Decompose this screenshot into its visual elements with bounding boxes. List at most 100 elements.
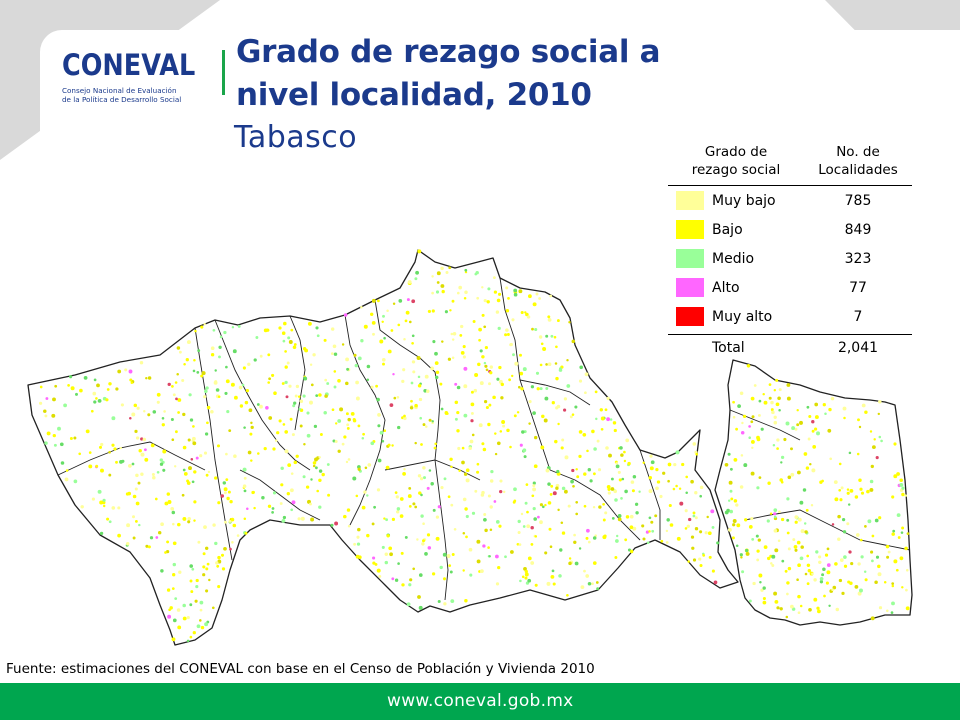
locality-point [384,560,389,565]
locality-point [357,555,362,560]
locality-point [431,420,434,423]
locality-point [874,580,878,584]
locality-point [507,297,510,300]
state-outline [27,249,913,646]
locality-point [282,339,286,343]
locality-point [162,449,167,454]
locality-point [218,345,222,349]
locality-point [450,503,454,507]
locality-point [547,317,552,322]
locality-point [786,592,789,596]
locality-point [217,501,221,505]
locality-point [88,464,93,469]
locality-point [292,404,296,408]
locality-point [860,555,864,559]
locality-point [179,350,182,354]
locality-point [39,385,43,389]
locality-point [246,507,249,511]
locality-point [253,506,256,510]
locality-point [813,578,817,582]
locality-point [149,536,154,540]
legend-swatch-alto [676,278,704,297]
locality-point [780,461,783,464]
locality-point [609,418,613,421]
legend-row-alto: Alto 77 [668,273,912,302]
locality-point [432,340,436,344]
locality-point [310,517,315,522]
legend-total-label: Total [712,340,745,356]
locality-point [692,511,696,515]
locality-point [52,433,56,438]
locality-point [551,569,555,573]
locality-point [711,569,715,573]
locality-point [392,373,395,376]
locality-point [204,389,208,394]
locality-point [418,605,423,610]
locality-point [592,472,596,476]
locality-point [115,387,119,391]
locality-point [156,470,160,474]
locality-point [824,553,829,557]
locality-point [229,547,232,551]
locality-point [170,506,175,511]
locality-point [535,292,539,296]
locality-point [465,478,470,483]
locality-point [806,563,811,568]
locality-point [203,322,206,326]
boundary [194,327,233,561]
legend-header: Grado de rezago social No. de Localidade… [668,143,912,186]
locality-point [792,538,796,542]
locality-point [144,448,147,452]
locality-point [169,606,173,610]
locality-point [420,477,424,481]
locality-point [688,517,692,522]
locality-point [492,276,496,280]
locality-point [172,562,177,567]
locality-point [800,545,804,549]
locality-point [873,438,876,441]
locality-point [366,364,371,369]
locality-point [686,524,691,529]
locality-point [702,554,706,557]
locality-point [607,491,611,495]
locality-point [290,328,294,332]
locality-point [564,455,569,460]
locality-point [203,525,207,530]
locality-point [327,493,331,497]
locality-point [346,508,351,512]
locality-point [414,505,418,509]
locality-point [502,490,506,494]
locality-point [905,606,910,611]
locality-point [810,504,814,507]
locality-point [410,399,413,403]
locality-point [533,464,538,469]
locality-point [398,299,403,303]
locality-point [96,383,100,388]
locality-point [620,453,624,457]
locality-point [859,487,863,491]
locality-point [189,603,193,607]
locality-point [93,378,97,382]
locality-point [145,544,149,548]
locality-point [476,559,481,564]
locality-point [557,508,560,512]
locality-point [733,458,738,462]
locality-point [265,405,269,410]
locality-point [341,343,345,346]
locality-point [842,406,847,411]
locality-point [290,508,294,512]
locality-point [578,430,583,434]
locality-point [415,270,420,275]
locality-point [397,425,401,430]
locality-point [225,478,229,481]
locality-point [451,356,455,360]
locality-point [377,413,381,417]
locality-point [420,443,423,446]
locality-point [566,593,569,597]
locality-point [858,478,862,482]
locality-point [182,516,187,521]
locality-point [337,419,342,423]
locality-point [538,297,541,300]
locality-point [773,512,777,516]
locality-point [443,477,447,481]
